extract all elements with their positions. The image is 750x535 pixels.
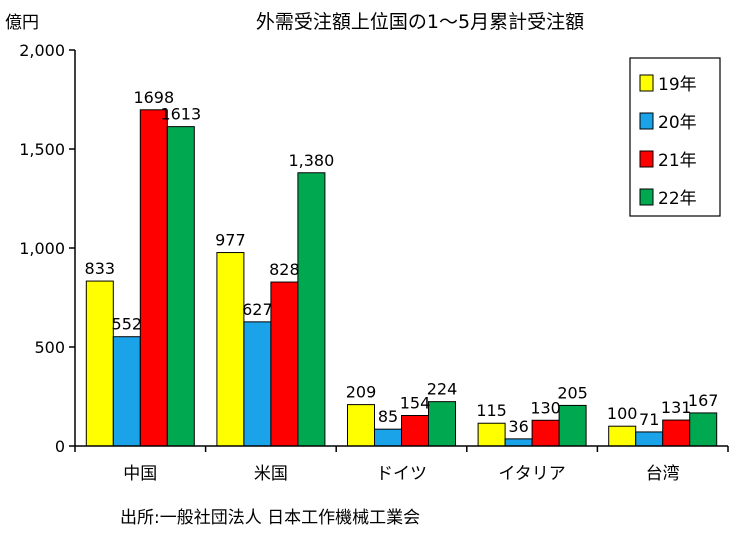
data-label: 154 xyxy=(400,394,431,413)
bar xyxy=(270,281,299,447)
legend-swatch xyxy=(639,112,654,130)
legend-label: 21年 xyxy=(658,151,697,171)
legend-swatch xyxy=(639,74,654,92)
chart-title: 外需受注額上位国の1～5月累計受注額 xyxy=(256,11,584,33)
bar xyxy=(428,401,456,447)
bar xyxy=(243,321,272,447)
bar xyxy=(297,172,326,447)
data-label: 1698 xyxy=(133,88,174,107)
bar xyxy=(504,438,533,447)
source-note: 出所:一般社団法人 日本工作機械工業会 xyxy=(120,508,420,528)
data-label: 977 xyxy=(215,231,246,250)
y-tick-label: 1,000 xyxy=(19,239,65,258)
data-label: 224 xyxy=(427,380,458,399)
y-axis-unit-label: 億円 xyxy=(5,13,39,33)
data-label: 71 xyxy=(639,410,659,429)
y-axis: 0 500 1,000 1,500 2,000 xyxy=(19,41,76,456)
data-label: 100 xyxy=(607,404,638,423)
x-axis: 中国 米国 ドイツ イタリア 台湾 xyxy=(74,445,729,484)
data-label: 1613 xyxy=(160,105,201,124)
bar xyxy=(635,431,664,447)
bar xyxy=(477,422,506,447)
bar xyxy=(689,412,718,447)
legend-label: 19年 xyxy=(658,75,697,95)
data-label: 115 xyxy=(476,401,507,420)
bar xyxy=(139,109,168,447)
data-label: 627 xyxy=(242,300,273,319)
data-label: 131 xyxy=(661,398,692,417)
y-tick-label: 500 xyxy=(34,338,65,357)
bar xyxy=(347,404,375,447)
y-tick-label: 1,500 xyxy=(19,140,65,159)
bar xyxy=(608,425,637,447)
data-label: 85 xyxy=(378,407,398,426)
y-tick-label: 2,000 xyxy=(19,41,65,60)
legend: 19年 20年 21年 22年 xyxy=(629,57,721,217)
x-tick-label: イタリア xyxy=(498,464,565,484)
bar xyxy=(374,428,402,447)
legend-swatch xyxy=(639,150,654,168)
bar xyxy=(85,280,114,447)
bar xyxy=(216,252,245,447)
legend-swatch xyxy=(639,188,654,206)
y-tick-label: 0 xyxy=(55,437,65,456)
data-label: 167 xyxy=(688,391,719,410)
bars xyxy=(85,109,718,447)
x-tick-label: 台湾 xyxy=(646,464,680,484)
data-label: 205 xyxy=(557,383,588,402)
x-tick-label: 中国 xyxy=(123,464,157,484)
bar xyxy=(166,126,195,447)
bar xyxy=(531,419,560,447)
data-label: 833 xyxy=(85,259,116,278)
bar xyxy=(558,404,587,447)
x-tick-label: 米国 xyxy=(254,464,288,484)
data-label: 552 xyxy=(112,315,143,334)
legend-label: 20年 xyxy=(658,113,697,133)
data-label: 130 xyxy=(530,398,561,417)
legend-label: 22年 xyxy=(658,189,697,209)
bar xyxy=(401,415,429,447)
data-label: 209 xyxy=(346,383,377,402)
bar xyxy=(112,336,141,447)
data-label: 1,380 xyxy=(288,151,334,170)
data-label: 36 xyxy=(508,417,528,436)
bar xyxy=(662,419,691,447)
data-label: 828 xyxy=(269,260,300,279)
x-tick-label: ドイツ xyxy=(376,464,427,484)
